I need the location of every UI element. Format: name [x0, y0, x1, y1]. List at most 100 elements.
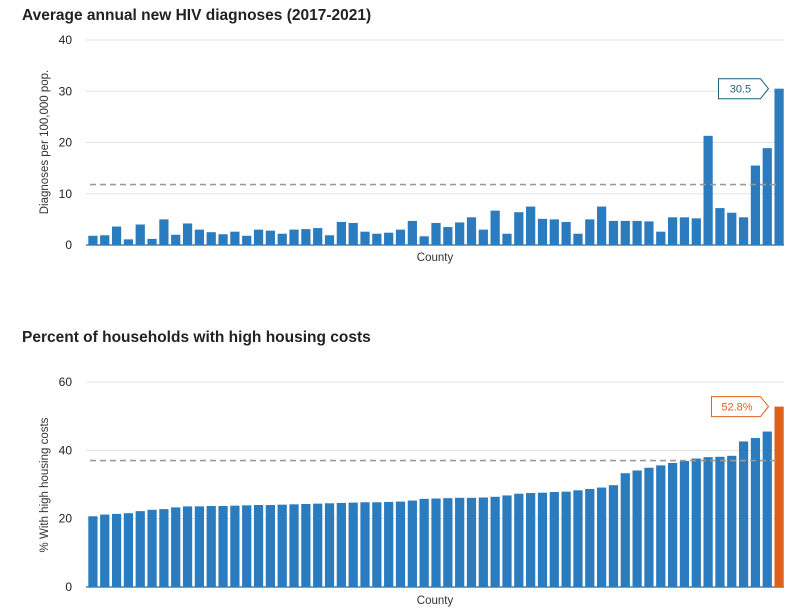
bar[interactable] — [526, 206, 536, 245]
bar[interactable] — [668, 217, 678, 245]
bar[interactable] — [585, 219, 595, 246]
bar[interactable] — [206, 506, 216, 587]
bar[interactable] — [537, 218, 548, 245]
bar[interactable] — [549, 492, 559, 587]
bar[interactable] — [455, 222, 465, 245]
bar[interactable] — [182, 506, 193, 587]
bar[interactable] — [372, 233, 382, 245]
bar[interactable] — [301, 503, 311, 587]
bar[interactable] — [620, 473, 630, 587]
bar[interactable] — [123, 239, 134, 245]
bar[interactable] — [455, 497, 465, 587]
bar[interactable] — [301, 229, 311, 245]
bar[interactable] — [478, 229, 488, 246]
bar[interactable] — [668, 462, 678, 587]
bar[interactable] — [431, 222, 441, 245]
bar[interactable] — [597, 206, 607, 245]
bar[interactable] — [159, 509, 169, 587]
bar[interactable] — [644, 221, 654, 245]
bar[interactable] — [230, 231, 240, 245]
bar[interactable] — [703, 135, 713, 245]
bar[interactable] — [395, 501, 406, 587]
bar[interactable] — [348, 502, 358, 587]
bar[interactable] — [632, 470, 642, 587]
bar[interactable] — [573, 233, 583, 245]
bar[interactable] — [620, 220, 630, 245]
bar[interactable] — [478, 497, 488, 587]
bar[interactable] — [206, 232, 216, 245]
bar[interactable] — [466, 497, 477, 587]
bar[interactable] — [597, 487, 607, 587]
bar[interactable] — [277, 504, 287, 587]
bar[interactable] — [443, 498, 453, 587]
bar[interactable] — [490, 210, 500, 245]
bar[interactable] — [679, 460, 690, 587]
bar[interactable] — [313, 228, 323, 245]
bar[interactable] — [514, 493, 524, 587]
bar[interactable] — [537, 492, 548, 587]
bar[interactable] — [111, 226, 122, 245]
bar[interactable] — [253, 229, 264, 246]
bar[interactable] — [632, 220, 642, 245]
bar[interactable] — [526, 493, 536, 587]
bar[interactable] — [715, 208, 725, 245]
bar[interactable] — [182, 223, 193, 245]
bar[interactable] — [644, 467, 654, 587]
bar[interactable] — [502, 495, 512, 587]
bar[interactable] — [490, 496, 500, 587]
bar[interactable] — [360, 231, 370, 245]
bar[interactable] — [774, 88, 784, 245]
bar[interactable] — [431, 498, 441, 587]
bar[interactable] — [265, 230, 275, 245]
bar[interactable] — [738, 441, 749, 587]
bar[interactable] — [242, 235, 252, 245]
bar[interactable] — [218, 234, 228, 245]
bar[interactable] — [253, 505, 264, 587]
bar[interactable] — [656, 465, 666, 587]
bar[interactable] — [159, 219, 169, 246]
bar[interactable] — [100, 235, 110, 245]
bar[interactable] — [194, 506, 205, 587]
bar[interactable] — [549, 219, 559, 246]
bar[interactable] — [289, 504, 299, 587]
bar[interactable] — [514, 212, 524, 245]
bar[interactable] — [715, 456, 725, 587]
bar[interactable] — [230, 505, 240, 587]
bar[interactable] — [289, 229, 299, 246]
bar[interactable] — [194, 229, 205, 246]
bar[interactable] — [324, 503, 335, 587]
bar[interactable] — [750, 165, 761, 245]
bar[interactable] — [407, 220, 417, 245]
bar[interactable] — [419, 498, 429, 587]
bar[interactable] — [502, 233, 512, 245]
bar[interactable] — [395, 229, 406, 246]
bar[interactable] — [360, 502, 370, 587]
bar[interactable] — [774, 406, 784, 587]
bar[interactable] — [147, 238, 157, 245]
bar[interactable] — [691, 218, 701, 245]
bar[interactable] — [135, 224, 145, 246]
bar[interactable] — [384, 232, 394, 245]
bar[interactable] — [265, 505, 275, 587]
bar[interactable] — [608, 220, 619, 245]
bar[interactable] — [573, 490, 583, 587]
bar[interactable] — [336, 502, 346, 587]
bar[interactable] — [762, 148, 772, 245]
bar[interactable] — [727, 455, 737, 587]
bar[interactable] — [313, 503, 323, 587]
bar[interactable] — [135, 511, 145, 587]
bar[interactable] — [171, 234, 181, 245]
bar[interactable] — [656, 231, 666, 245]
bar[interactable] — [277, 233, 287, 245]
bar[interactable] — [738, 217, 749, 245]
bar[interactable] — [407, 500, 417, 587]
bar[interactable] — [242, 505, 252, 587]
bar[interactable] — [384, 501, 394, 587]
bar[interactable] — [466, 217, 477, 245]
bar[interactable] — [100, 514, 110, 587]
bar[interactable] — [218, 506, 228, 587]
bar[interactable] — [762, 431, 772, 587]
bar[interactable] — [703, 457, 713, 587]
bar[interactable] — [88, 235, 98, 245]
bar[interactable] — [348, 222, 358, 245]
